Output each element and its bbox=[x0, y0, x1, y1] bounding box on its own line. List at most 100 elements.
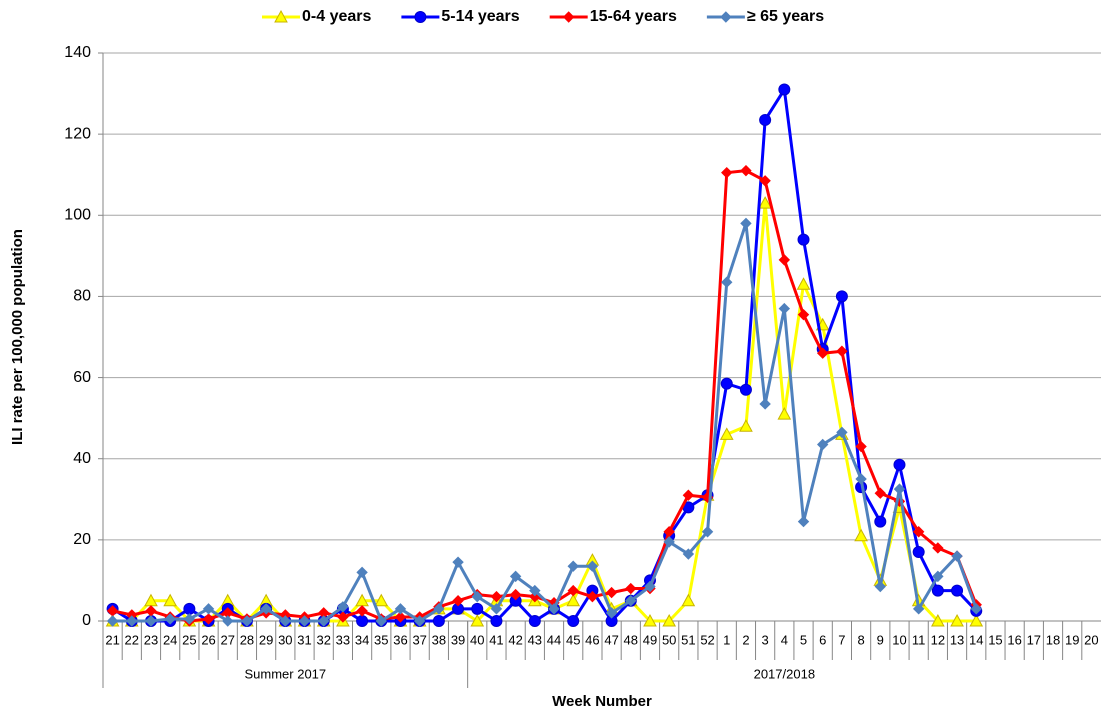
series-line bbox=[112, 221, 978, 623]
x-tick-label: 17 bbox=[1027, 632, 1041, 647]
data-point bbox=[739, 383, 752, 396]
x-tick-label: 45 bbox=[566, 632, 580, 647]
data-point bbox=[681, 593, 696, 607]
data-point bbox=[721, 276, 733, 288]
y-tick-label: 40 bbox=[73, 450, 91, 467]
data-point bbox=[529, 584, 541, 597]
y-tick-label: 100 bbox=[64, 207, 91, 224]
x-tick-label: 28 bbox=[240, 632, 254, 647]
x-tick-label: 5 bbox=[800, 632, 807, 647]
y-tick-label: 60 bbox=[73, 369, 91, 386]
x-tick-label: 37 bbox=[412, 632, 426, 647]
x-tick-label: 15 bbox=[988, 632, 1002, 647]
data-point bbox=[106, 615, 119, 627]
data-point bbox=[796, 277, 811, 290]
x-tick-label: 32 bbox=[316, 632, 330, 647]
data-point bbox=[836, 426, 848, 439]
data-point bbox=[318, 615, 330, 627]
data-point bbox=[356, 605, 368, 617]
data-point bbox=[202, 603, 215, 615]
x-tick-label: 33 bbox=[336, 632, 350, 647]
x-tick-label: 24 bbox=[163, 632, 177, 647]
x-tick-label: 6 bbox=[819, 632, 826, 647]
data-point bbox=[509, 588, 522, 601]
x-tick-label: 22 bbox=[125, 632, 139, 647]
data-point bbox=[567, 615, 580, 627]
x-tick-label: 39 bbox=[451, 632, 465, 647]
legend-marker bbox=[720, 11, 732, 23]
data-point bbox=[759, 398, 771, 410]
data-point bbox=[433, 603, 445, 615]
data-point bbox=[490, 603, 503, 615]
data-point bbox=[778, 83, 791, 96]
x-tick-label: 20 bbox=[1084, 632, 1098, 647]
x-tick-label: 34 bbox=[355, 632, 369, 647]
x-tick-label: 13 bbox=[950, 632, 964, 647]
data-point bbox=[759, 113, 772, 126]
y-axis-title: ILI rate per 100,000 population bbox=[9, 229, 26, 445]
series bbox=[106, 83, 983, 627]
data-point bbox=[644, 580, 656, 593]
data-point bbox=[777, 407, 792, 420]
x-tick-label: 48 bbox=[624, 632, 638, 647]
data-point bbox=[374, 593, 389, 607]
legend-marker bbox=[274, 9, 288, 23]
x-tick-label: 18 bbox=[1046, 632, 1060, 647]
data-point bbox=[394, 611, 407, 623]
data-point bbox=[719, 427, 734, 440]
data-point bbox=[490, 615, 503, 627]
x-tick-label: 8 bbox=[857, 632, 864, 647]
data-point bbox=[797, 515, 810, 528]
series bbox=[105, 196, 984, 627]
data-point bbox=[854, 528, 868, 542]
data-point bbox=[375, 615, 387, 627]
data-point bbox=[298, 615, 311, 627]
data-point bbox=[356, 615, 369, 627]
x-axis-title: Week Number bbox=[552, 693, 652, 710]
x-tick-label: 1 bbox=[723, 632, 730, 647]
data-point bbox=[874, 580, 886, 593]
group-label: 2017/2018 bbox=[754, 666, 815, 681]
series-line bbox=[111, 88, 978, 623]
data-point bbox=[490, 590, 503, 603]
legend-label: 0-4 years bbox=[302, 8, 371, 25]
data-point bbox=[778, 302, 791, 315]
data-point bbox=[817, 438, 829, 451]
legend-label: ≥ 65 years bbox=[747, 8, 824, 25]
x-tick-label: 46 bbox=[585, 632, 599, 647]
x-tick-label: 40 bbox=[470, 632, 484, 647]
data-point bbox=[817, 347, 829, 359]
data-point bbox=[950, 613, 964, 627]
data-point bbox=[471, 602, 484, 615]
data-point bbox=[586, 590, 599, 603]
data-point bbox=[740, 217, 752, 230]
series bbox=[106, 217, 982, 627]
data-point bbox=[932, 542, 944, 554]
data-point bbox=[663, 536, 675, 548]
data-point bbox=[778, 254, 791, 266]
legend-marker bbox=[562, 11, 575, 23]
data-point bbox=[912, 603, 925, 615]
x-tick-label: 9 bbox=[877, 632, 884, 647]
data-point bbox=[625, 582, 637, 595]
data-point bbox=[682, 548, 695, 560]
data-point bbox=[970, 603, 982, 615]
x-tick-label: 30 bbox=[278, 632, 292, 647]
x-tick-label: 49 bbox=[643, 632, 657, 647]
data-point bbox=[969, 613, 984, 627]
data-point bbox=[566, 593, 581, 607]
series-line bbox=[112, 169, 978, 623]
data-point bbox=[662, 613, 677, 627]
data-point bbox=[241, 615, 253, 627]
x-tick-label: 38 bbox=[432, 632, 446, 647]
y-tick-label: 0 bbox=[82, 612, 91, 629]
y-tick-label: 20 bbox=[73, 531, 91, 548]
data-point bbox=[145, 605, 157, 617]
data-point bbox=[643, 613, 657, 627]
data-point bbox=[432, 615, 445, 627]
data-point bbox=[413, 615, 426, 627]
x-tick-label: 14 bbox=[969, 632, 983, 647]
x-tick-label: 11 bbox=[912, 632, 926, 647]
data-point bbox=[337, 601, 349, 613]
